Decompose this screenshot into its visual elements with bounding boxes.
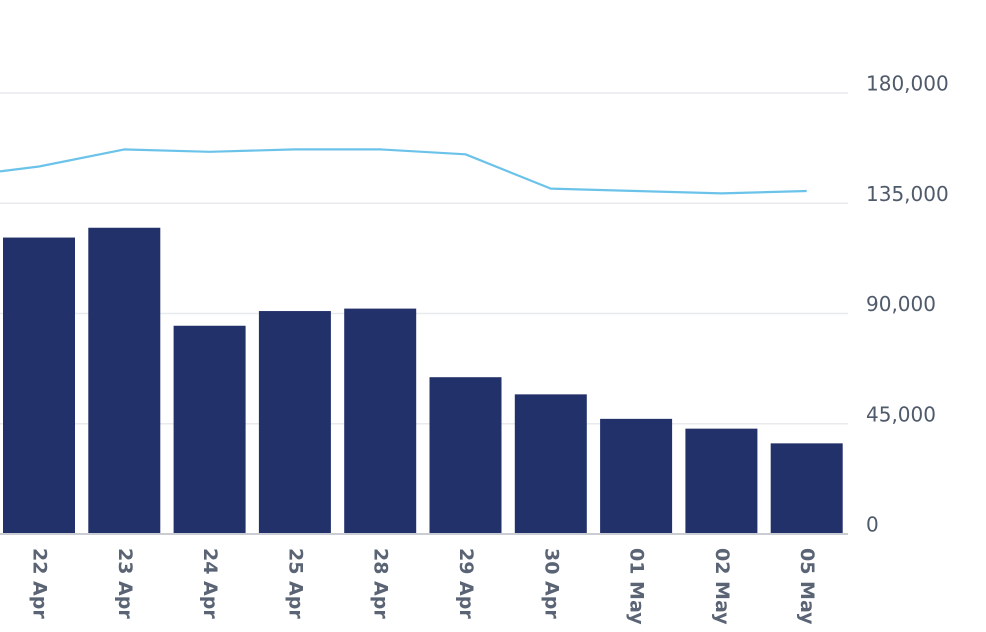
- x-tick-label: 01 May: [626, 548, 648, 625]
- bar: [3, 237, 75, 535]
- series-line: [0, 148, 807, 195]
- bar: [88, 227, 161, 534]
- bar: [600, 418, 673, 534]
- x-tick-label: 22 Apr: [29, 548, 51, 619]
- x-tick-label: 25 Apr: [284, 548, 306, 619]
- x-tick-label: 05 May: [796, 548, 818, 625]
- y-tick-label: 45,000: [866, 402, 936, 426]
- x-tick-label: 24 Apr: [199, 548, 221, 619]
- bar-series: [3, 227, 843, 535]
- bar: [685, 428, 758, 534]
- x-tick-label: 23 Apr: [114, 548, 136, 619]
- y-tick-label: 90,000: [866, 292, 936, 316]
- x-tick-label: 02 May: [711, 548, 733, 625]
- bar: [173, 325, 246, 534]
- bar: [258, 311, 331, 534]
- bar: [514, 394, 587, 534]
- y-tick-label: 180,000: [866, 72, 949, 96]
- line-series: [0, 148, 807, 195]
- y-tick-label: 0: [866, 513, 879, 537]
- x-tick-label: 28 Apr: [370, 548, 392, 619]
- bar: [429, 377, 502, 534]
- x-axis-tick-labels: 22 Apr 23 Apr 24 Apr 25 Apr 28 Apr 29 Apr 30 A…: [29, 548, 819, 625]
- y-tick-label: 135,000: [866, 182, 949, 206]
- bar: [770, 443, 843, 534]
- bar: [344, 308, 417, 534]
- x-tick-label: 30 Apr: [540, 548, 562, 619]
- y-axis-tick-labels: 0 45,000 90,000 135,000 180,000: [866, 72, 949, 537]
- x-tick-label: 29 Apr: [455, 548, 477, 619]
